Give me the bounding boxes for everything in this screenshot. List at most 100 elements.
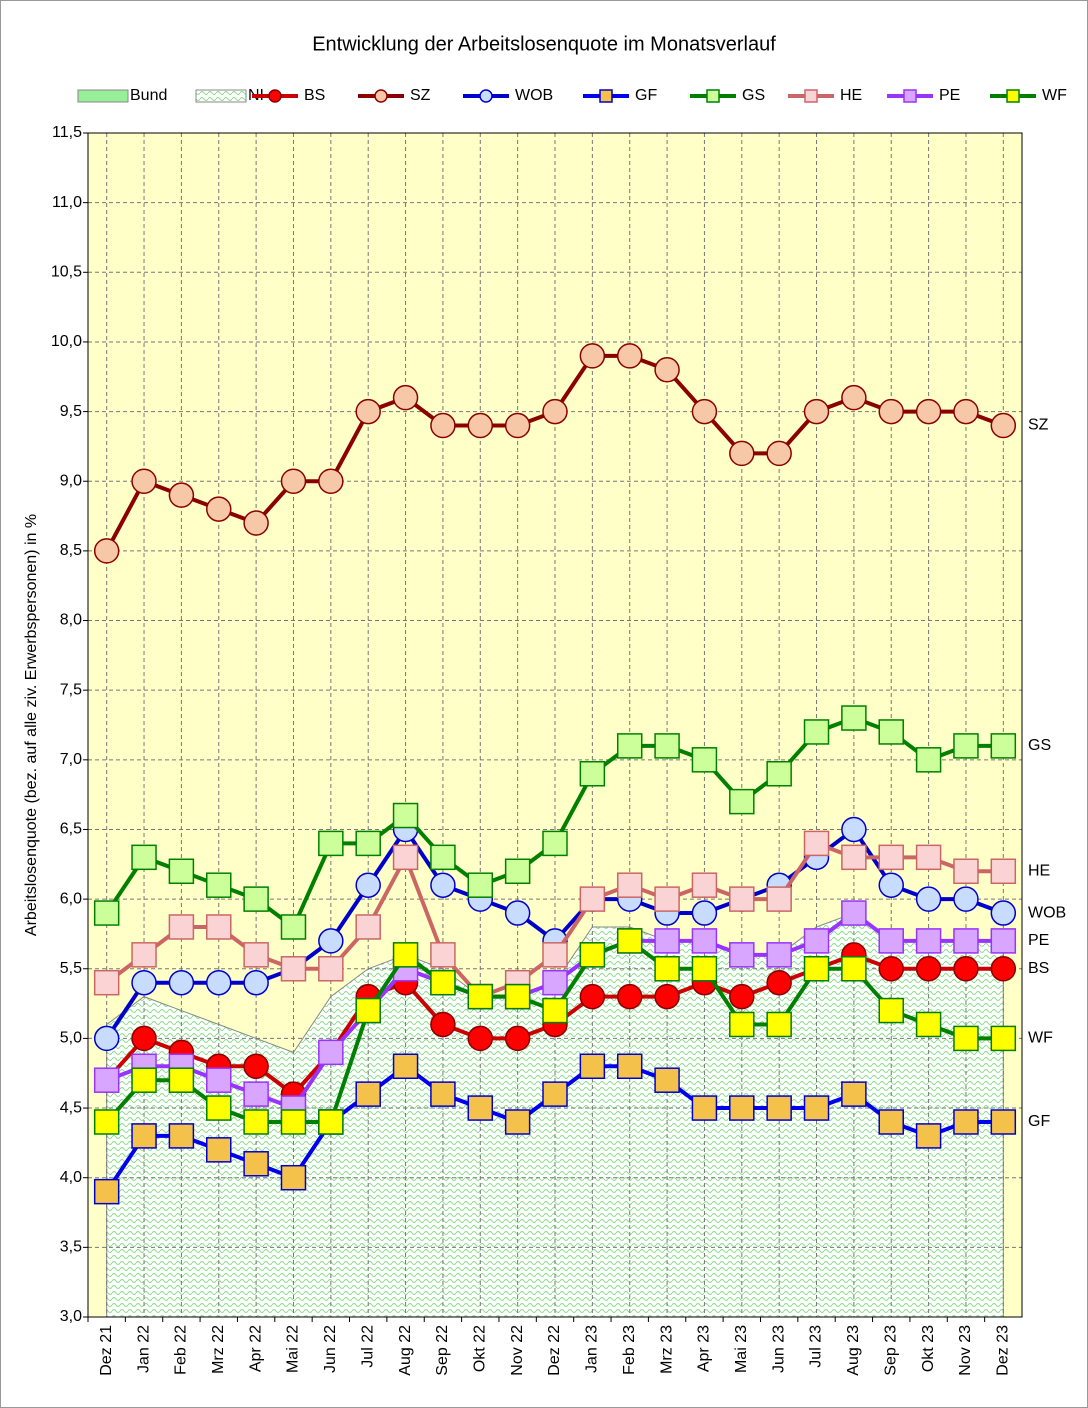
legend-item: PE <box>887 87 960 104</box>
marker <box>93 969 120 996</box>
marker <box>841 1081 867 1107</box>
x-tick-label: Jun 23 <box>770 1325 787 1373</box>
legend-label: HE <box>840 87 862 104</box>
legend-item: GS <box>690 87 765 104</box>
marker <box>841 705 867 731</box>
marker <box>542 830 568 857</box>
marker <box>654 1067 680 1093</box>
marker <box>93 900 120 926</box>
series-end-label: WF <box>1028 1030 1053 1047</box>
marker <box>766 1095 792 1121</box>
x-tick-label: Jul 22 <box>359 1325 376 1368</box>
marker <box>467 412 494 439</box>
x-tick-label: Aug 23 <box>845 1325 862 1376</box>
legend-label: WOB <box>515 87 553 104</box>
series-end-label: PE <box>1028 932 1049 949</box>
marker <box>579 1053 606 1080</box>
marker <box>542 997 568 1024</box>
marker <box>915 747 942 773</box>
marker <box>729 1095 755 1121</box>
legend-label: WF <box>1042 87 1067 104</box>
marker <box>654 886 680 912</box>
x-tick-label: Aug 22 <box>397 1325 414 1376</box>
marker <box>206 1095 232 1121</box>
y-tick-label: 6,5 <box>60 821 82 838</box>
legend-item: WF <box>990 87 1067 104</box>
marker <box>504 900 531 926</box>
marker <box>953 956 979 982</box>
marker <box>803 956 830 982</box>
marker <box>504 1109 531 1135</box>
marker <box>355 398 381 425</box>
marker <box>280 1109 307 1135</box>
series <box>93 1053 1017 1205</box>
marker <box>467 1025 494 1052</box>
marker <box>355 997 381 1024</box>
legend-item: HE <box>788 87 862 104</box>
marker <box>878 956 904 982</box>
marker <box>318 1109 344 1135</box>
marker <box>915 886 942 912</box>
marker <box>953 733 979 759</box>
marker <box>168 1067 195 1093</box>
marker <box>93 538 120 564</box>
x-tick-label: Apr 23 <box>696 1325 713 1372</box>
marker <box>504 858 531 885</box>
marker <box>878 997 904 1024</box>
marker <box>131 969 157 996</box>
legend-swatch <box>195 89 247 103</box>
marker <box>878 844 904 871</box>
marker <box>616 343 643 369</box>
marker <box>953 1025 979 1052</box>
marker <box>168 969 195 996</box>
legend-item: BS <box>252 87 325 104</box>
legend-label: BS <box>304 87 325 104</box>
marker <box>467 872 494 898</box>
legend-label: GF <box>635 87 657 104</box>
marker <box>903 89 917 103</box>
y-tick-label: 5,0 <box>60 1030 82 1047</box>
marker <box>654 983 680 1010</box>
marker <box>93 1067 120 1093</box>
marker <box>280 1164 307 1191</box>
marker <box>691 928 718 954</box>
series <box>93 928 1017 1135</box>
marker <box>691 1095 718 1121</box>
series-end-label: WOB <box>1028 904 1066 921</box>
marker <box>616 733 643 759</box>
legend-swatch <box>77 89 129 103</box>
marker <box>990 900 1017 926</box>
marker <box>878 1109 904 1135</box>
marker <box>374 89 388 103</box>
series <box>93 343 1017 564</box>
marker <box>268 89 282 103</box>
marker <box>878 872 904 898</box>
marker <box>616 1053 643 1080</box>
marker <box>990 733 1017 759</box>
marker <box>803 719 830 745</box>
marker <box>168 482 195 508</box>
marker <box>243 942 269 968</box>
marker <box>355 872 381 898</box>
marker <box>504 1025 531 1052</box>
y-tick-label: 10,0 <box>51 333 82 350</box>
marker <box>953 398 979 425</box>
marker <box>131 1067 157 1093</box>
x-tick-label: Dez 22 <box>546 1325 563 1376</box>
legend-item: WOB <box>463 87 553 104</box>
marker <box>841 816 867 843</box>
marker <box>990 858 1017 885</box>
marker <box>392 1053 419 1080</box>
marker <box>953 886 979 912</box>
marker <box>206 496 232 522</box>
plot: 3,0 3,5 4,0 4,5 5,0 5,5 6,0 6,5 7,0 7,5 8,0 8,5 9,0 9… <box>51 87 1067 1376</box>
legend-item: Bund <box>77 87 167 104</box>
marker <box>504 412 531 439</box>
x-tick-label: Mai 22 <box>285 1325 302 1373</box>
marker <box>93 1109 120 1135</box>
marker <box>318 830 344 857</box>
marker <box>579 983 606 1010</box>
marker <box>691 956 718 982</box>
marker <box>206 1067 232 1093</box>
marker <box>168 858 195 885</box>
